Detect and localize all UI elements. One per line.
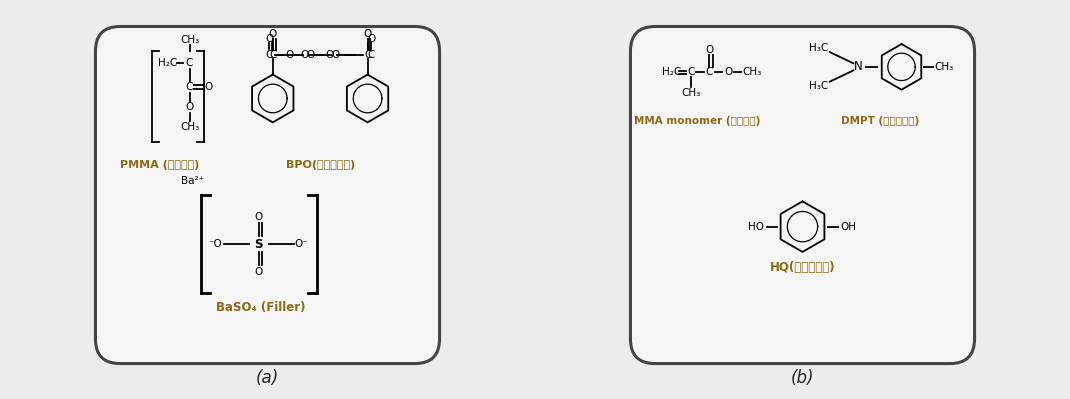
Text: O: O	[326, 49, 334, 59]
Text: H₃C: H₃C	[809, 81, 828, 91]
Text: C: C	[265, 49, 273, 59]
Text: C: C	[186, 58, 194, 68]
Text: O: O	[724, 67, 732, 77]
Text: O: O	[255, 267, 263, 277]
Text: ⁻O: ⁻O	[208, 239, 221, 249]
Text: CH₃: CH₃	[180, 35, 199, 45]
Text: CH₃: CH₃	[682, 87, 701, 97]
Text: HQ(중합금지제): HQ(중합금지제)	[769, 261, 836, 273]
Text: O: O	[364, 28, 371, 39]
Text: O: O	[285, 49, 293, 59]
Text: (a): (a)	[256, 369, 279, 387]
Text: CH₃: CH₃	[742, 67, 761, 77]
Text: O⁻: O⁻	[294, 239, 308, 249]
Text: BPO(중합개시제): BPO(중합개시제)	[286, 160, 355, 170]
Text: O: O	[185, 102, 194, 112]
Text: MMA monomer (유기성분): MMA monomer (유기성분)	[635, 116, 761, 126]
Text: O: O	[332, 49, 340, 59]
Text: HO: HO	[748, 221, 764, 232]
Text: O: O	[306, 49, 315, 59]
Text: C: C	[367, 49, 374, 59]
Text: O: O	[255, 212, 263, 222]
Text: O: O	[705, 45, 714, 55]
FancyBboxPatch shape	[630, 26, 975, 363]
Text: C: C	[687, 67, 694, 77]
Text: S: S	[255, 238, 263, 251]
Text: H₃C: H₃C	[809, 43, 828, 53]
FancyBboxPatch shape	[95, 26, 440, 363]
Text: O: O	[301, 49, 308, 59]
Text: Ba²⁺: Ba²⁺	[182, 176, 204, 186]
Text: CH₃: CH₃	[934, 62, 953, 72]
Text: C: C	[364, 49, 371, 59]
Text: C: C	[186, 82, 194, 92]
Text: BaSO₄ (Filler): BaSO₄ (Filler)	[216, 301, 305, 314]
Text: C: C	[269, 49, 276, 59]
Text: O: O	[269, 28, 277, 39]
Text: PMMA (무기성분): PMMA (무기성분)	[120, 160, 199, 170]
Text: (b): (b)	[791, 369, 814, 387]
Text: H₂C: H₂C	[157, 58, 177, 68]
Text: O: O	[265, 34, 273, 44]
Text: DMPT (중합촉진제): DMPT (중합촉진제)	[841, 116, 919, 126]
Text: N: N	[854, 60, 863, 73]
Text: OH: OH	[841, 221, 857, 232]
Text: O: O	[367, 34, 376, 44]
Text: CH₃: CH₃	[180, 122, 199, 132]
Text: H₂C: H₂C	[662, 67, 682, 77]
Text: C: C	[706, 67, 713, 77]
Text: O: O	[204, 82, 213, 92]
